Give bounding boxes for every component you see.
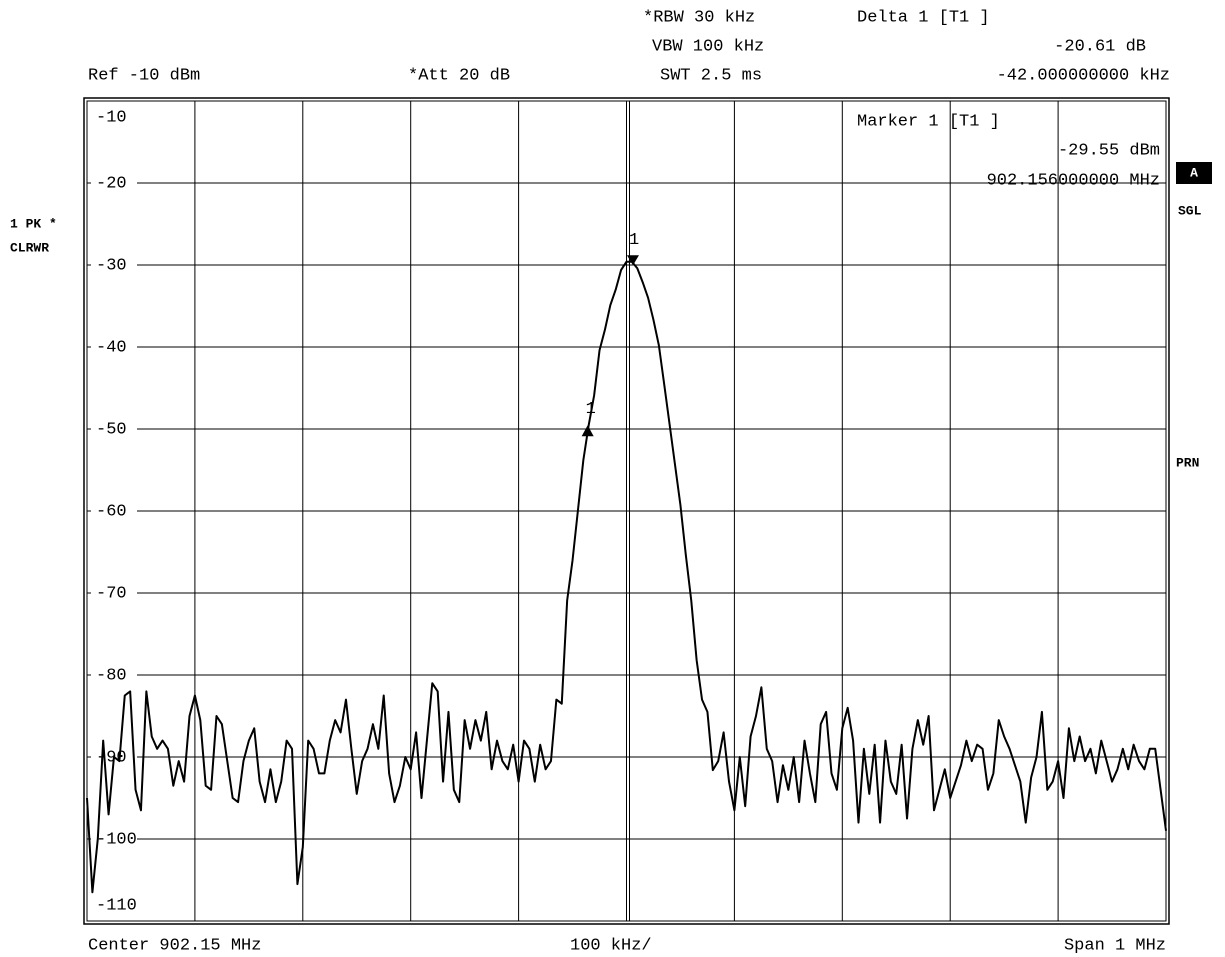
outer-frame xyxy=(83,97,1170,925)
y-tick-label: -110 xyxy=(96,896,137,915)
center-freq: Center 902.15 MHz xyxy=(88,936,261,955)
marker-level: -29.55 dBm xyxy=(1058,141,1160,160)
y-tick-label: -10 xyxy=(96,108,127,127)
y-label-bg xyxy=(91,338,137,356)
marker xyxy=(581,425,594,437)
marker-title: Marker 1 [T1 ] xyxy=(857,112,1000,131)
delta-level: -20.61 dB xyxy=(1054,37,1146,56)
plot: -10 -20 -30 -40 -50 -60 -70 -80 -90 -100 -110 Marke… xyxy=(83,97,1170,925)
y-tick-label: -70 xyxy=(96,584,127,603)
y-label-bg xyxy=(91,830,137,848)
marker xyxy=(626,255,639,266)
y-tick-label: -50 xyxy=(96,420,127,439)
y-tick-label: -90 xyxy=(96,748,127,767)
attenuation: *Att 20 dB xyxy=(408,66,510,85)
swt: SWT 2.5 ms xyxy=(660,66,762,85)
y-tick-label: -30 xyxy=(96,256,127,275)
y-tick-label: -80 xyxy=(96,666,127,685)
y-label-bg xyxy=(91,584,137,602)
y-tick-label: -100 xyxy=(96,830,137,849)
y-label-bg xyxy=(91,502,137,520)
y-label-bg xyxy=(91,666,137,684)
span: Span 1 MHz xyxy=(1064,936,1166,955)
y-tick-label: -60 xyxy=(96,502,127,521)
y-label-bg xyxy=(91,420,137,438)
delta-freq: -42.000000000 kHz xyxy=(997,66,1170,85)
vbw: VBW 100 kHz xyxy=(652,37,764,56)
y-tick-label: -40 xyxy=(96,338,127,357)
marker-freq: 902.156000000 MHz xyxy=(987,171,1160,190)
trace xyxy=(86,260,1167,894)
trace-mode: CLRWR xyxy=(10,240,49,255)
marker-label: 1 xyxy=(629,231,639,250)
side-a: A xyxy=(1190,165,1198,180)
rbw: *RBW 30 kHz xyxy=(643,8,755,27)
division: 100 kHz/ xyxy=(570,936,652,955)
y-label-bg xyxy=(91,174,137,192)
side-a-box xyxy=(1176,162,1212,184)
side-prn: PRN xyxy=(1176,455,1199,470)
y-label-bg xyxy=(91,256,137,274)
marker-label: 1 xyxy=(586,400,596,419)
ref-level: Ref -10 dBm xyxy=(88,66,200,85)
y-tick-label: -20 xyxy=(96,174,127,193)
trace-label: 1 PK * xyxy=(10,216,57,231)
side-sgl: SGL xyxy=(1178,203,1202,218)
delta: Delta 1 [T1 ] xyxy=(857,8,990,27)
